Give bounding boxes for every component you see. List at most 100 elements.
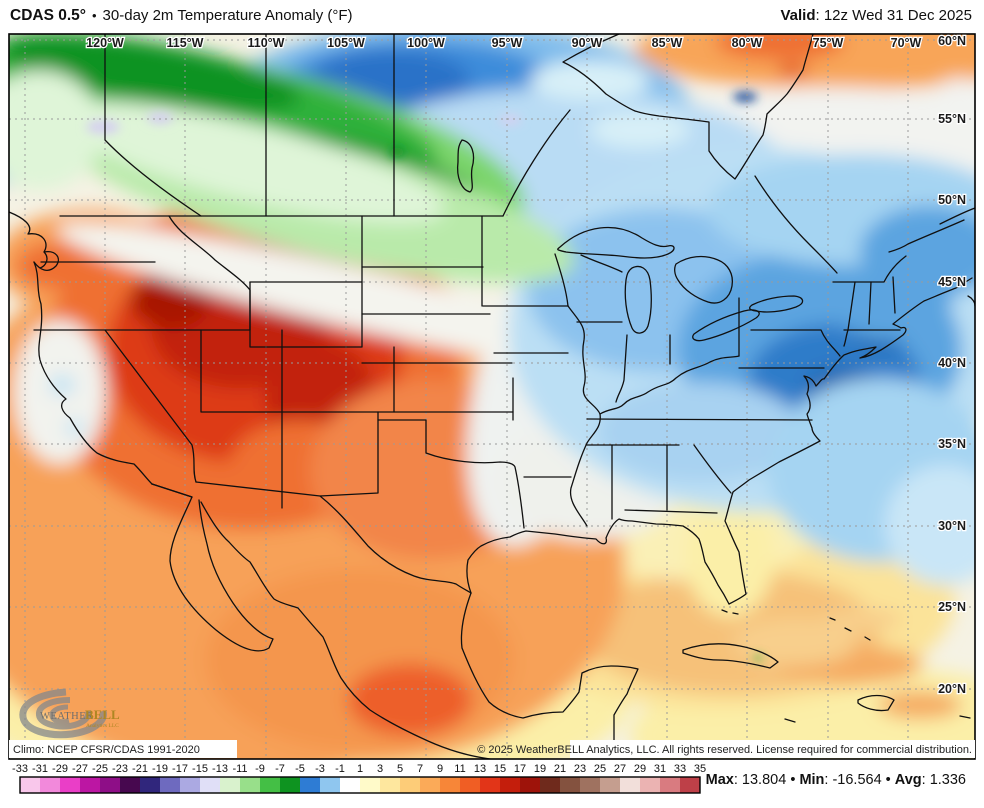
colorbar-tick: 9 [437,763,443,775]
field-stats: Max: 13.804 • Min: -16.564 • Avg: 1.336 [706,772,966,788]
colorbar-cell [140,777,160,793]
colorbar-tick: 25 [594,763,606,775]
avg-label: Avg [894,772,922,788]
valid-time: Valid: 12z Wed 31 Dec 2025 [780,7,972,24]
longitude-label: 80°W [732,36,763,50]
colorbar-tick: -13 [212,763,228,775]
latitude-label: 50°N [938,193,966,207]
colorbar-tick: -27 [72,763,88,775]
colorbar-tick: -9 [255,763,265,775]
latitude-label: 55°N [938,112,966,126]
colorbar-cell [80,777,100,793]
map-title: CDAS 0.5° • 30-day 2m Temperature Anomaly … [10,7,353,25]
stats-separator: • [786,772,800,788]
colorbar-cell [20,777,40,793]
colorbar-tick-labels: -33 -31 -29 -27 -25 -23 -21 -19 -17 -15 -13 -11 -9 -7… [12,763,706,775]
colorbar-cell [560,777,580,793]
colorbar-tick: -33 [12,763,28,775]
anomaly-field [9,34,975,759]
colorbar-tick: -1 [335,763,345,775]
colorbar-tick: -23 [112,763,128,775]
colorbar-tick: 33 [674,763,686,775]
longitude-label: 115°W [167,36,204,50]
svg-text:© 2025 WeatherBELL Analytics,: © 2025 WeatherBELL Analytics, LLC. All r… [477,744,972,756]
longitude-label: 75°W [813,36,844,50]
valid-value: : 12z Wed 31 Dec 2025 [815,7,973,24]
colorbar-tick: -5 [295,763,305,775]
title-separator: • [91,8,97,23]
logo-weather-text: WEATHER [40,711,94,722]
colorbar-cell [580,777,600,793]
latitude-label: 40°N [938,356,966,370]
min-label: Min [799,772,825,788]
longitude-label: 100°W [407,36,445,50]
colorbar-cell [100,777,120,793]
colorbar-tick: 1 [357,763,363,775]
colorbar-cell [420,777,440,793]
stats-separator: • [881,772,895,788]
header-bar: CDAS 0.5° • 30-day 2m Temperature Anomaly … [0,0,984,32]
colorbar-cell [500,777,520,793]
colorbar-cell [180,777,200,793]
borders-coastlines [9,34,975,759]
colorbar-cell [640,777,660,793]
colorbar-tick: -19 [152,763,168,775]
colorbar-tick: -21 [132,763,148,775]
svg-text:Climo: NCEP CFSR/CDAS 1991-202: Climo: NCEP CFSR/CDAS 1991-2020 [13,744,200,756]
hurricane-swirl-icon [19,688,107,739]
longitude-label: 95°W [492,36,523,50]
copyright-note: © 2025 WeatherBELL Analytics, LLC. All r… [477,740,975,758]
colorbar-tick: 31 [654,763,666,775]
colorbar-tick: 29 [634,763,646,775]
colorbar-cell [680,777,700,793]
colorbar-cell [220,777,240,793]
colorbar-cell [280,777,300,793]
longitude-label: 110°W [248,36,285,50]
colorbar-cell [300,777,320,793]
colorbar-tick: 21 [554,763,566,775]
latitude-label: 35°N [938,437,966,451]
latitude-label: 25°N [938,600,966,614]
colorbar-tick: 7 [417,763,423,775]
colorbar-cell [460,777,480,793]
colorbar-tick: 11 [454,763,465,775]
longitude-label: 70°W [891,36,922,50]
colorbar-cell [660,777,680,793]
colorbar-tick: 15 [494,763,506,775]
valid-label: Valid [780,7,816,24]
colorbar-cell [480,777,500,793]
colorbar-cell [120,777,140,793]
avg-value: : 1.336 [921,772,966,788]
model-name: CDAS 0.5° [10,7,86,24]
logo-subtitle: Analytics LLC [86,723,119,729]
latitude-label: 30°N [938,519,966,533]
latitude-label: 20°N [938,682,966,696]
colorbar-cell [380,777,400,793]
colorbar-tick: -17 [172,763,188,775]
colorbar-cell [40,777,60,793]
colorbar-cell [60,777,80,793]
colorbar-cells [20,777,700,793]
colorbar-tick: 27 [614,763,626,775]
colorbar-tick: 13 [474,763,486,775]
longitude-label: 90°W [572,36,603,50]
colorbar-tick: -7 [275,763,285,775]
min-value: : -16.564 [824,772,882,788]
max-label: Max [705,772,734,788]
colorbar-tick: 19 [534,763,546,775]
colorbar-tick: -31 [32,763,48,775]
anomaly-map: 120°W 115°W 110°W 105°W 100°W 95°W 90°W 85°W 80°… [8,33,976,760]
colorbar-cell [240,777,260,793]
latitude-label: 60°N [938,34,966,48]
colorbar-tick: -25 [92,763,108,775]
colorbar-tick: -3 [315,763,325,775]
colorbar-cell [260,777,280,793]
longitude-label: 85°W [652,36,683,50]
colorbar-tick: -29 [52,763,68,775]
latitude-label: 45°N [938,275,966,289]
longitude-labels: 120°W 115°W 110°W 105°W 100°W 95°W 90°W 85°W 80°… [85,35,923,52]
colorbar-tick: -11 [232,763,247,775]
map-container: 120°W 115°W 110°W 105°W 100°W 95°W 90°W 85°W 80°… [8,33,976,760]
colorbar-cell [600,777,620,793]
